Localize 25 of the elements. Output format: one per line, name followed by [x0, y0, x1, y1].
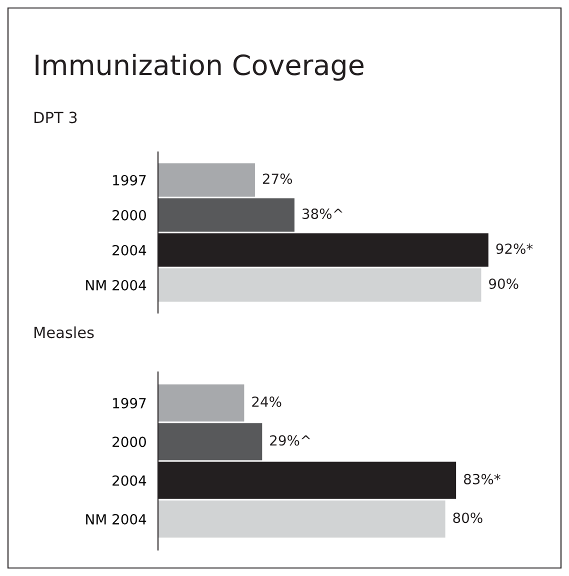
data-label: 83%*: [464, 474, 500, 484]
data-label: 24%: [252, 396, 282, 407]
bar: [158, 384, 244, 422]
bar: [158, 500, 446, 538]
data-label: 29%^: [270, 435, 310, 446]
y-tick-label: NM 2004: [86, 280, 146, 290]
y-tick-label: 2000: [112, 210, 146, 220]
data-label: 80%: [453, 512, 482, 524]
data-label: 27%: [262, 174, 292, 184]
data-label: 90%: [489, 278, 518, 290]
bar: [158, 268, 482, 302]
y-tick-label: NM 2004: [86, 514, 146, 525]
bar: [158, 163, 255, 197]
chart-title: Immunization Coverage: [36, 54, 364, 81]
bar: [158, 423, 262, 460]
chart-subtitle: DPT 3: [34, 112, 77, 124]
y-tick-label: 2004: [112, 475, 146, 486]
y-tick-label: 2004: [112, 244, 146, 256]
y-tick-label: 1997: [113, 398, 146, 408]
data-label: 38%^: [302, 208, 342, 220]
y-tick-label: 2000: [112, 436, 146, 448]
data-label: 92%*: [496, 244, 533, 254]
y-tick-label: 1997: [113, 174, 146, 186]
bar: [158, 198, 294, 232]
chart-title: Measles: [34, 326, 94, 338]
